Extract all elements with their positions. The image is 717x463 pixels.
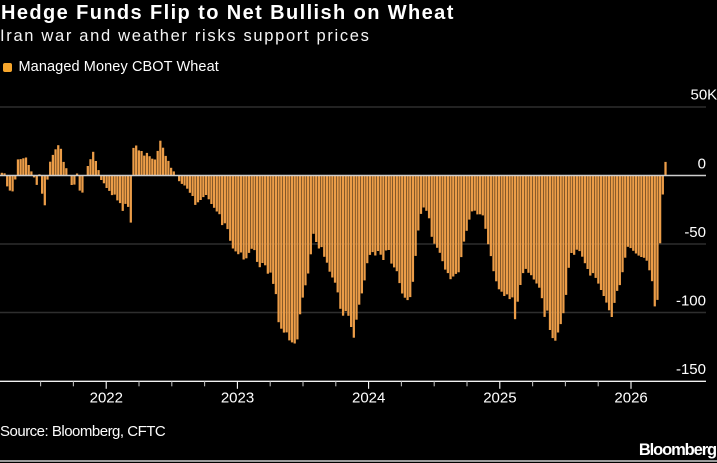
svg-text:2026: 2026 (614, 390, 647, 407)
svg-text:2025: 2025 (483, 390, 516, 407)
svg-text:-50: -50 (684, 224, 706, 241)
svg-text:-100: -100 (676, 292, 706, 309)
svg-text:2024: 2024 (352, 390, 385, 407)
svg-text:-150: -150 (676, 361, 706, 378)
svg-text:0: 0 (698, 156, 706, 173)
svg-text:2022: 2022 (90, 390, 123, 407)
svg-text:2023: 2023 (221, 390, 254, 407)
svg-text:50K: 50K (691, 87, 717, 104)
